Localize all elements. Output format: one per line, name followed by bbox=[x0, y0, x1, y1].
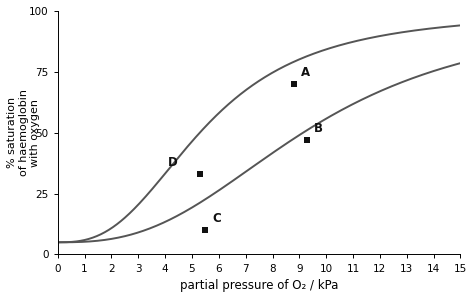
Text: B: B bbox=[314, 122, 323, 135]
Text: C: C bbox=[212, 212, 221, 225]
Y-axis label: % saturation
of haemoglobin
with oxygen: % saturation of haemoglobin with oxygen bbox=[7, 89, 40, 176]
Text: A: A bbox=[301, 66, 310, 79]
X-axis label: partial pressure of O₂ / kPa: partial pressure of O₂ / kPa bbox=[180, 279, 338, 292]
Text: D: D bbox=[168, 156, 178, 169]
